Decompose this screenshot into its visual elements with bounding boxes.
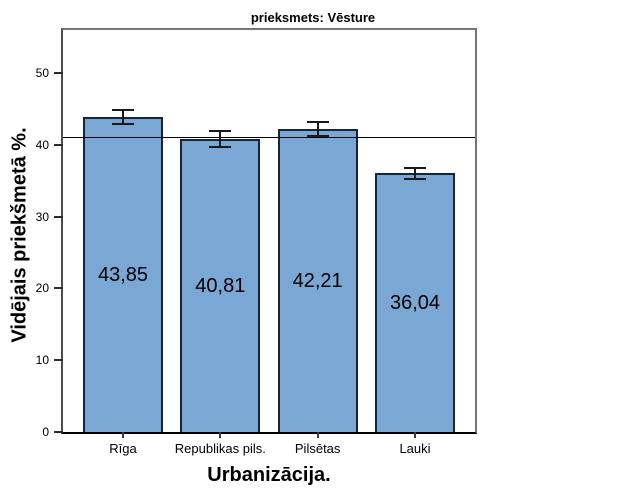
- y-tick-mark: [54, 287, 63, 290]
- x-category-label: Republikas pils.: [174, 441, 266, 456]
- x-tick-mark: [122, 432, 124, 438]
- error-bar-cap-top: [306, 120, 329, 123]
- chart-title: prieksmets: Vēsture: [250, 10, 376, 25]
- error-bar-cap-bottom: [112, 123, 134, 126]
- bar-value-label: 36,04: [389, 292, 441, 315]
- error-bar-whisker: [316, 121, 319, 137]
- x-category-label: Pilsētas: [294, 441, 341, 456]
- bar-value-label: 40,81: [195, 275, 246, 297]
- error-bar-whisker: [122, 110, 124, 125]
- error-bar-cap-top: [112, 109, 134, 112]
- x-category-label: Lauki: [399, 441, 431, 456]
- error-bar-cap-top: [209, 130, 232, 133]
- y-tick-mark: [54, 215, 63, 218]
- error-bar-cap-bottom: [306, 135, 329, 138]
- y-tick-label: 20: [35, 281, 49, 296]
- y-tick-label: 0: [42, 425, 49, 439]
- x-tick-mark: [219, 432, 222, 438]
- x-axis-label: Urbanizācija.: [207, 464, 331, 486]
- y-tick-mark: [54, 431, 63, 433]
- bar-value-label: 42,21: [292, 269, 343, 292]
- y-tick-label: 40: [35, 137, 49, 152]
- error-bar-whisker: [219, 131, 222, 147]
- bar: 42,21: [277, 128, 358, 432]
- y-tick-mark: [54, 143, 63, 146]
- error-bar-whisker: [414, 167, 416, 179]
- y-tick-label: 30: [35, 209, 49, 224]
- error-bar-cap-bottom: [404, 177, 426, 180]
- y-axis-label: Vidējais priekšmetā %.: [8, 127, 31, 343]
- y-tick-mark: [54, 359, 63, 362]
- bar-value-label: 43,85: [97, 264, 149, 287]
- x-tick-mark: [316, 432, 319, 438]
- y-tick-mark: [54, 72, 63, 75]
- x-category-label: Rīga: [109, 441, 137, 456]
- error-bar-cap-top: [404, 166, 426, 169]
- x-tick-mark: [414, 432, 416, 438]
- bar: 43,85: [83, 117, 163, 432]
- y-tick-label: 50: [35, 66, 49, 81]
- bar: 40,81: [180, 139, 261, 432]
- bar: 36,04: [375, 173, 455, 432]
- y-tick-label: 10: [35, 353, 49, 368]
- plot-area: 0 10 20 30 40 50 43,85 Rīga 40,81 Republikas pil…: [36, 28, 477, 456]
- error-bar-cap-bottom: [209, 145, 232, 148]
- reference-line: [63, 136, 475, 139]
